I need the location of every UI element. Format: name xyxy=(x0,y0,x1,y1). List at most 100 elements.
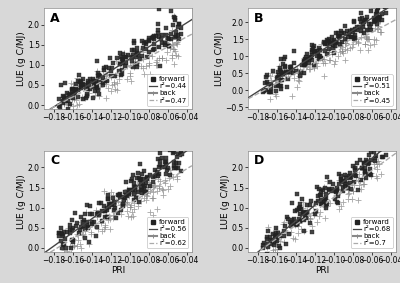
Point xyxy=(277,233,283,238)
Point xyxy=(156,44,163,48)
Point xyxy=(146,54,152,58)
Point xyxy=(267,83,274,87)
Point xyxy=(311,66,317,71)
Point xyxy=(170,150,177,155)
Point xyxy=(77,79,83,84)
Point xyxy=(83,210,90,214)
Point xyxy=(59,101,66,106)
Point xyxy=(110,196,116,201)
Point xyxy=(128,203,134,207)
Point xyxy=(92,82,98,87)
Point xyxy=(110,193,117,198)
Point xyxy=(146,63,152,67)
Point xyxy=(296,219,303,223)
Point xyxy=(294,71,301,75)
Point xyxy=(104,86,111,90)
Point xyxy=(374,148,381,153)
Point xyxy=(274,79,281,84)
Point xyxy=(111,210,118,214)
Point xyxy=(334,187,340,192)
Point xyxy=(268,238,274,243)
Point xyxy=(348,175,354,180)
Point xyxy=(102,209,109,213)
Point xyxy=(315,51,322,55)
Point xyxy=(134,50,140,55)
Point xyxy=(330,41,337,45)
Point xyxy=(383,143,389,148)
Point xyxy=(150,180,156,185)
Point xyxy=(322,42,328,46)
Point xyxy=(289,67,296,72)
Point xyxy=(318,192,324,197)
Point xyxy=(164,50,170,55)
Point xyxy=(319,57,326,61)
Point xyxy=(61,95,67,99)
Point xyxy=(278,87,284,91)
Point xyxy=(174,174,180,179)
Point xyxy=(107,216,113,221)
Point xyxy=(70,92,77,97)
Point xyxy=(154,58,160,62)
Point xyxy=(300,210,306,215)
Point xyxy=(329,52,335,56)
Point xyxy=(155,173,161,178)
Point xyxy=(70,92,76,97)
Point xyxy=(275,83,282,87)
Point xyxy=(67,250,74,255)
Point xyxy=(117,195,123,199)
Point xyxy=(156,56,162,61)
Point xyxy=(381,144,387,149)
Point xyxy=(66,244,73,248)
Point xyxy=(79,233,85,237)
Point xyxy=(333,41,340,45)
Point xyxy=(354,160,361,165)
Point xyxy=(59,245,65,250)
Point xyxy=(122,55,128,59)
Point xyxy=(271,237,278,241)
Point xyxy=(294,85,300,89)
Point xyxy=(124,202,130,206)
Point xyxy=(99,209,105,213)
Point xyxy=(264,237,270,242)
Point xyxy=(374,27,381,31)
Point xyxy=(276,235,282,239)
Point xyxy=(309,42,315,47)
Point xyxy=(363,176,370,180)
Point xyxy=(335,31,342,35)
Point xyxy=(335,53,341,58)
Point xyxy=(346,190,352,195)
Point xyxy=(364,48,371,52)
Point xyxy=(173,40,179,45)
Point xyxy=(260,89,266,94)
Point xyxy=(362,18,369,22)
Point xyxy=(298,207,305,211)
Point xyxy=(348,35,354,39)
Point xyxy=(279,222,286,227)
Point xyxy=(280,62,286,66)
Point xyxy=(282,55,288,60)
Point xyxy=(322,197,328,202)
Point xyxy=(321,40,328,44)
Point xyxy=(140,46,146,50)
Point xyxy=(73,98,79,102)
Point xyxy=(348,196,355,201)
Point xyxy=(296,74,303,78)
Point xyxy=(70,96,76,100)
Point xyxy=(278,56,284,61)
Point xyxy=(344,197,351,201)
Point xyxy=(130,48,137,52)
Point xyxy=(178,169,184,173)
Point xyxy=(174,166,181,171)
Point xyxy=(280,220,287,225)
Point xyxy=(82,96,88,100)
Point xyxy=(178,32,184,37)
Point xyxy=(91,88,98,93)
Point xyxy=(91,223,97,227)
Point xyxy=(375,27,381,32)
Point xyxy=(70,237,77,242)
Point xyxy=(296,215,303,220)
Point xyxy=(134,50,140,54)
Point xyxy=(345,29,352,34)
Text: B: B xyxy=(254,12,264,25)
Point xyxy=(103,82,109,86)
